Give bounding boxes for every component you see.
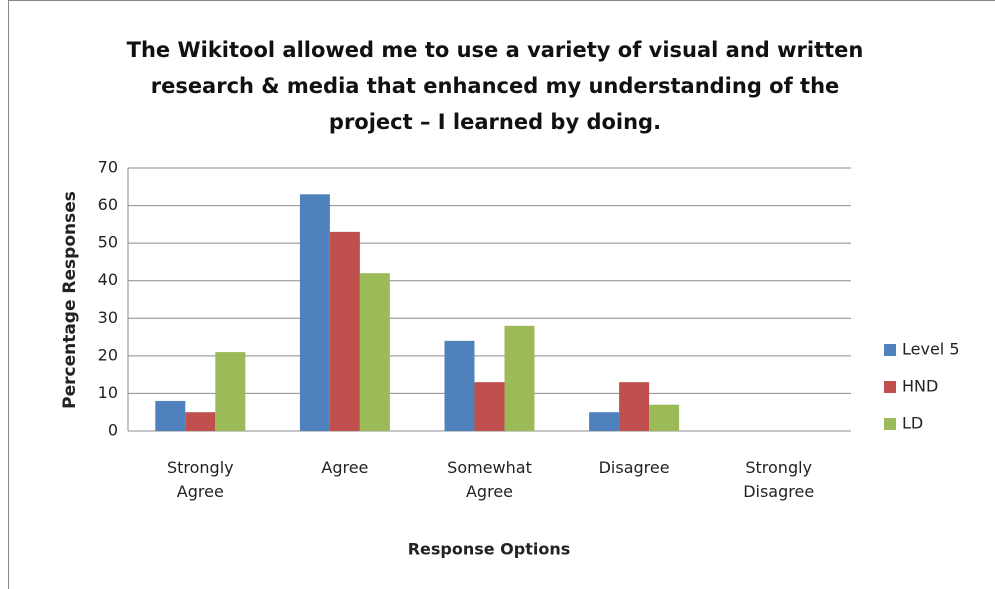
bar <box>474 382 505 431</box>
bar <box>359 273 390 431</box>
bar <box>504 325 535 431</box>
legend-label: Level 5 <box>902 340 960 359</box>
y-tick-label: 70 <box>98 158 118 177</box>
bar <box>444 340 475 431</box>
bar <box>589 412 620 431</box>
legend-label: HND <box>902 377 938 396</box>
y-tick-label: 10 <box>98 383 118 402</box>
bar <box>155 400 186 431</box>
chart-border <box>8 0 995 589</box>
x-tick-label: Somewhat Agree <box>447 458 532 501</box>
y-tick-label: 0 <box>108 421 118 440</box>
bar <box>185 412 216 431</box>
y-axis-label: Percentage Responses <box>60 191 80 409</box>
x-tick-label: Disagree <box>598 458 670 477</box>
y-tick-label: 30 <box>98 308 118 327</box>
legend-swatch <box>884 418 896 430</box>
y-tick-label: 50 <box>98 233 118 252</box>
chart-title: The Wikitool allowed me to use a variety… <box>126 38 864 134</box>
bar <box>649 404 680 431</box>
x-tick-label: Agree <box>321 458 369 477</box>
bar <box>299 194 330 431</box>
bar <box>329 231 360 431</box>
bar <box>215 352 246 431</box>
x-axis-label: Response Options <box>408 540 571 559</box>
x-tick-label: Strongly Agree <box>166 458 234 501</box>
y-tick-label: 60 <box>98 195 118 214</box>
legend-label: LD <box>902 414 923 433</box>
bar <box>619 382 650 431</box>
x-tick-label: Strongly Disagree <box>743 458 815 501</box>
y-tick-label: 20 <box>98 345 118 364</box>
y-tick-label: 40 <box>98 270 118 289</box>
legend-swatch <box>884 381 896 393</box>
legend-swatch <box>884 344 896 356</box>
